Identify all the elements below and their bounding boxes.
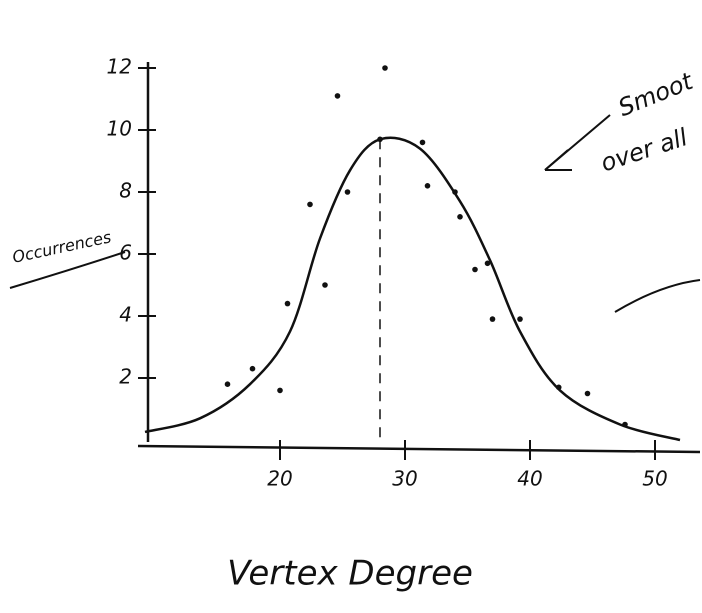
y-tick-label: 6 [119,241,132,265]
label-underline [9,251,126,289]
x-tick-label: 30 [392,467,417,491]
x-tick-label: 20 [267,467,292,491]
data-point [452,189,458,195]
data-point [457,214,463,220]
data-point [584,390,591,397]
data-point [517,316,523,322]
data-point [284,300,291,307]
x-axis [137,444,701,454]
data-point [472,266,478,273]
y-tick-label: 10 [107,117,132,141]
data-point [419,139,426,146]
data-point [307,201,313,208]
y-tick-label: 4 [119,303,132,327]
data-point [382,65,388,71]
data-point [344,189,351,195]
y-tick-label: 2 [119,365,132,389]
annotation: Smoot [614,67,698,123]
data-point [377,136,383,143]
y-tick-label: 12 [107,55,132,79]
data-point [249,365,256,372]
sketch-stroke [614,279,701,313]
plot-area: 2 4 6 8 10 12 20 30 40 50 [107,55,681,491]
y-tick-label: 8 [119,179,132,203]
data-point [322,282,328,288]
data-point [277,387,283,394]
x-axis-label: Vertex Degree [227,554,473,594]
x-tick-label: 40 [517,467,542,491]
annotation: over all [597,123,691,177]
data-point [334,93,341,99]
data-point [555,384,562,391]
arrow-head [544,149,572,171]
data-point [622,421,628,428]
data-point [224,381,231,388]
x-tick-label: 50 [642,467,667,491]
fit-curve [144,136,681,442]
data-point [424,183,431,189]
data-point [484,260,491,267]
data-point [489,316,496,322]
